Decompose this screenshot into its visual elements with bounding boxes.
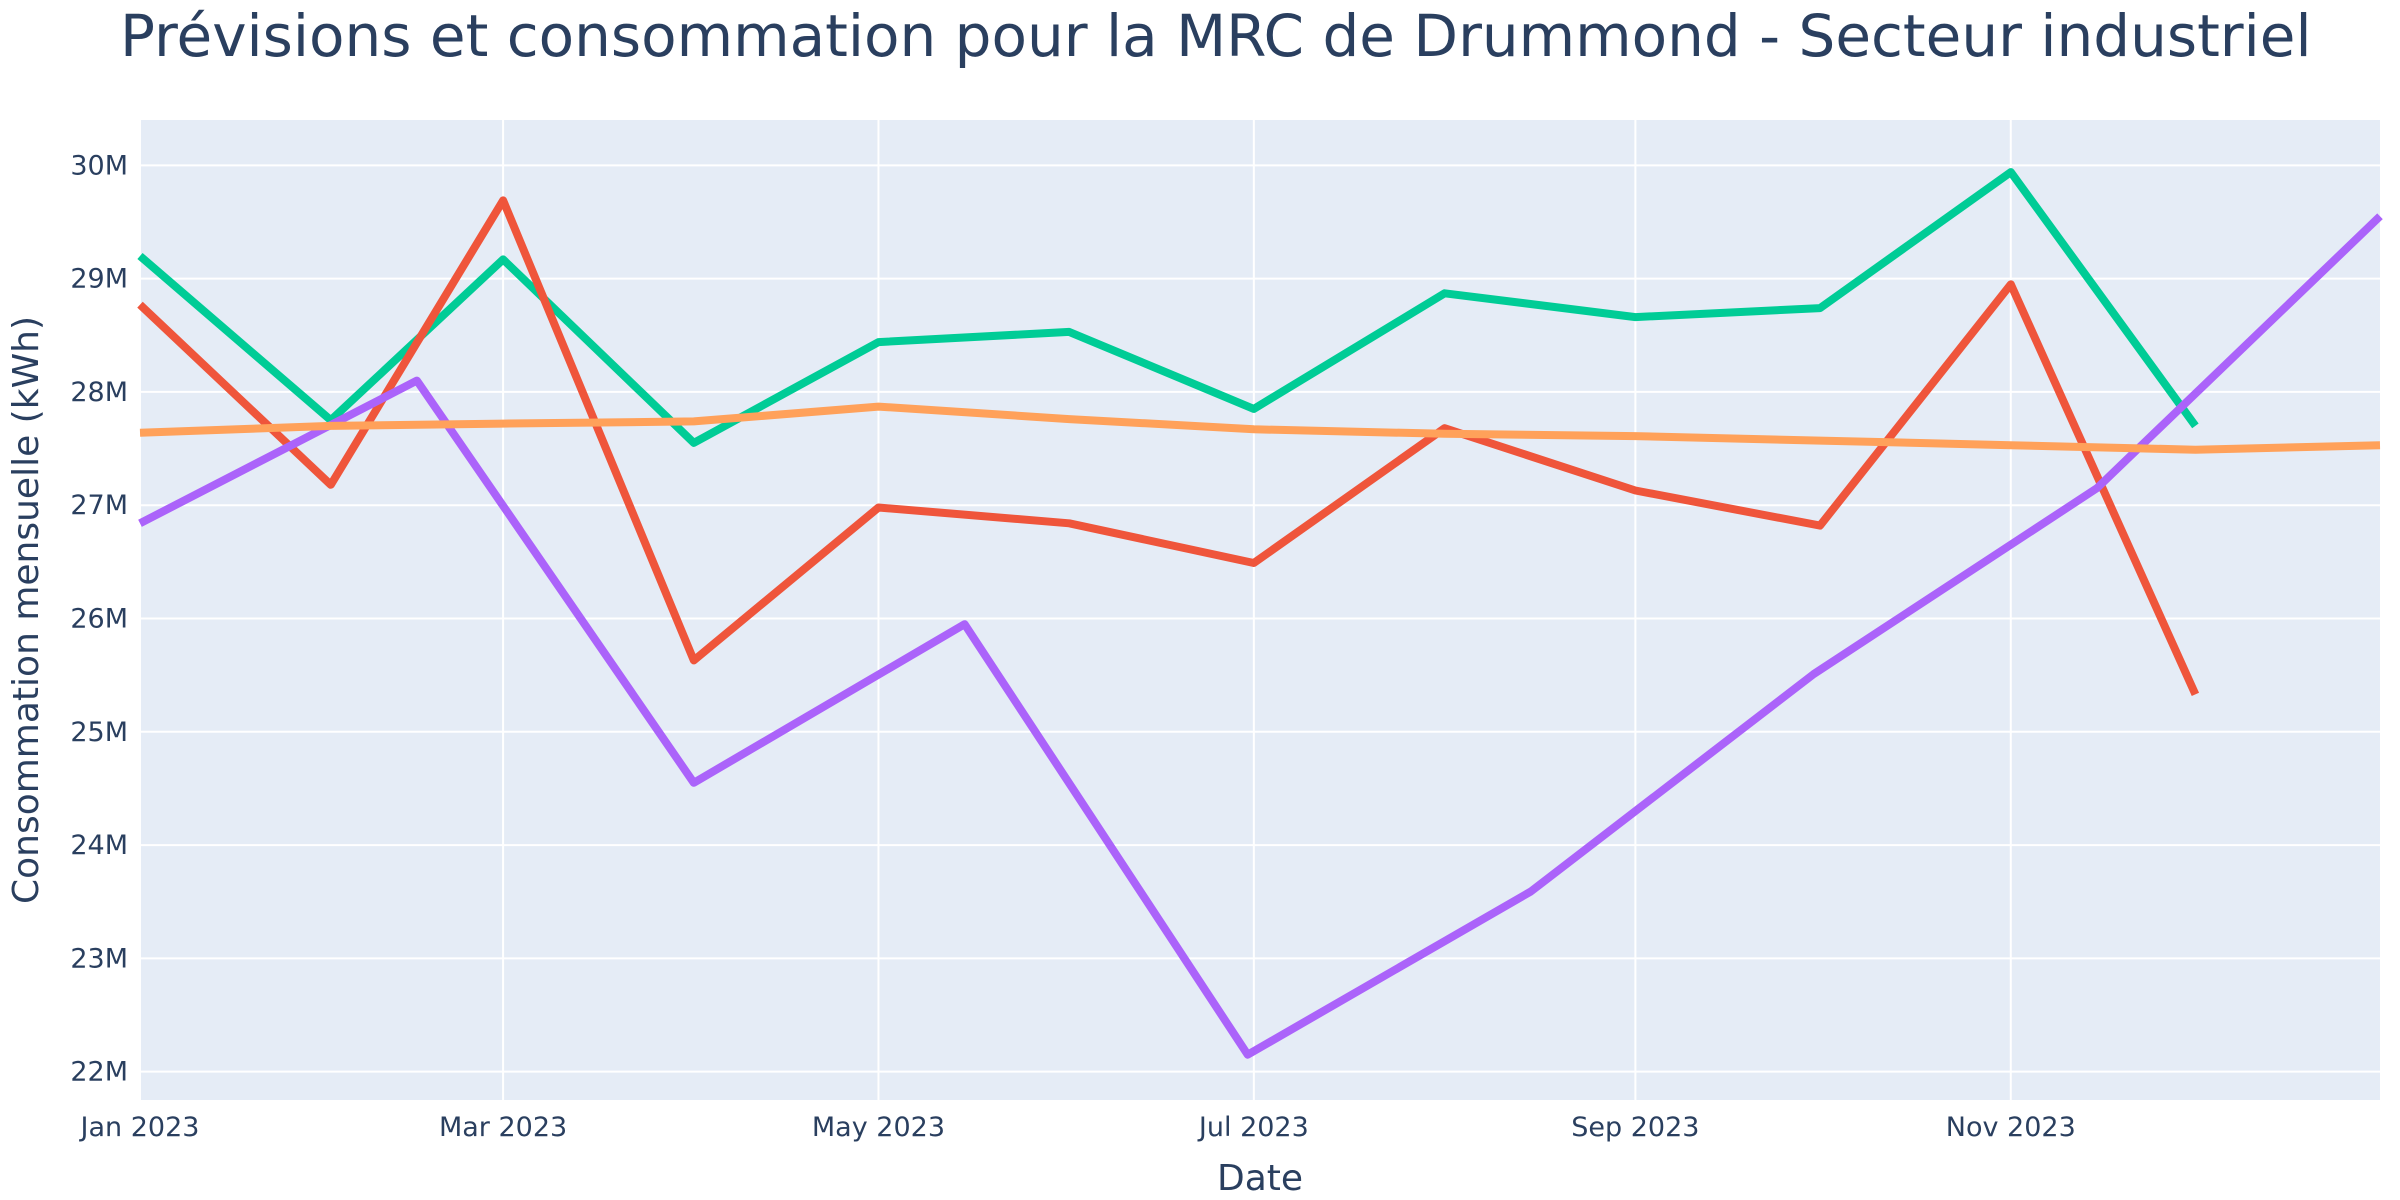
plot-area	[140, 120, 2380, 1100]
y-tick-label: 27M	[70, 490, 128, 521]
series-line-2	[137, 196, 2200, 697]
chart-title: Prévisions et consommation pour la MRC d…	[120, 2, 2312, 70]
x-tick-label: Jan 2023	[79, 1112, 200, 1143]
x-tick-labels: Jan 2023 Mar 2023 May 2023 Jul 2023 Sep 2023…	[79, 1112, 2076, 1143]
y-tick-label: 30M	[70, 150, 128, 181]
y-tick-labels: 22M 23M 24M 25M 26M 27M 28M 29M 30M	[70, 150, 128, 1087]
y-axis-title: Consommation mensuelle (kWh)	[6, 316, 47, 904]
y-tick-label: 28M	[70, 377, 128, 408]
x-tick-label: Sep 2023	[1571, 1112, 1699, 1143]
series-line-3	[138, 213, 2383, 1059]
x-tick-label: Nov 2023	[1946, 1112, 2076, 1143]
y-tick-label: 23M	[70, 943, 128, 974]
gridlines	[139, 120, 2380, 1100]
series-line-4	[139, 402, 2381, 454]
series-line-1	[137, 168, 2199, 447]
x-tick-label: Jul 2023	[1197, 1112, 1309, 1143]
y-tick-label: 26M	[70, 603, 128, 634]
x-tick-label: Mar 2023	[439, 1112, 567, 1143]
x-tick-label: May 2023	[812, 1112, 945, 1143]
y-tick-label: 29M	[70, 264, 128, 295]
series-lines	[137, 168, 2383, 1059]
y-tick-label: 24M	[70, 830, 128, 861]
y-tick-label: 25M	[70, 717, 128, 748]
y-tick-label: 22M	[70, 1057, 128, 1088]
x-axis-title: Date	[1217, 1158, 1303, 1199]
